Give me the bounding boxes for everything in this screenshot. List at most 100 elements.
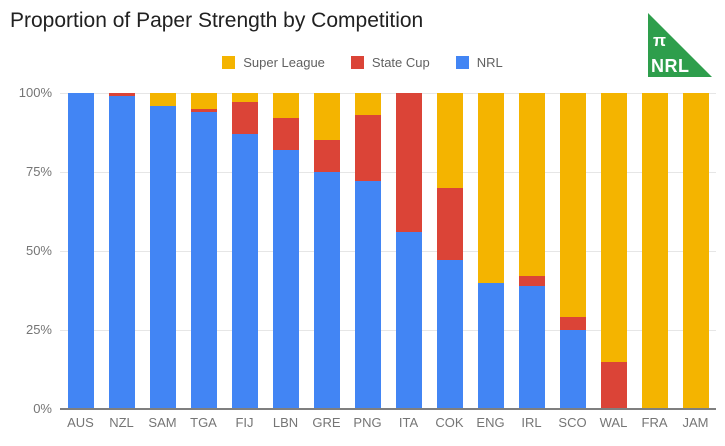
bar-slot-jam <box>675 93 716 409</box>
bar-segment-super-league[interactable] <box>518 93 545 277</box>
stacked-bar-nzl[interactable] <box>108 93 135 409</box>
x-axis-line <box>60 408 716 410</box>
bar-segment-state-cup[interactable] <box>518 276 545 286</box>
y-axis-tick-label: 75% <box>25 164 52 179</box>
bar-segment-super-league[interactable] <box>641 93 668 409</box>
stacked-bar-fra[interactable] <box>641 93 668 409</box>
bar-segment-state-cup[interactable] <box>190 108 217 112</box>
logo-nrl-text: NRL <box>651 56 690 76</box>
bar-segment-super-league[interactable] <box>436 93 463 188</box>
bar-segment-super-league[interactable] <box>354 93 381 116</box>
bar-slot-lbn <box>265 93 306 409</box>
x-axis-labels: AUS NZL SAM TGA FIJ LBN GRE PNG ITA COK ENG IRL SCO W… <box>60 415 716 433</box>
bar-segment-super-league[interactable] <box>149 93 176 106</box>
stacked-bar-fij[interactable] <box>231 93 258 409</box>
gridline <box>60 250 716 252</box>
x-axis-tick-label: ENG <box>476 415 505 430</box>
bar-segment-super-league[interactable] <box>231 93 258 103</box>
x-axis-tick-label: SAM <box>148 415 177 430</box>
bar-segment-state-cup[interactable] <box>600 361 627 409</box>
stacked-bar-jam[interactable] <box>682 93 709 409</box>
y-axis-tick-label: 100% <box>18 85 52 100</box>
bar-slot-nzl <box>101 93 142 409</box>
bar-segment-nrl[interactable] <box>149 105 176 409</box>
bar-segment-nrl[interactable] <box>436 260 463 409</box>
x-axis-tick-label: IRL <box>521 415 542 430</box>
bar-segment-nrl[interactable] <box>518 285 545 409</box>
bar-segment-super-league[interactable] <box>559 93 586 318</box>
bar-segment-nrl[interactable] <box>67 93 94 409</box>
bar-segment-state-cup[interactable] <box>108 93 135 97</box>
x-axis-tick-label: TGA <box>190 415 217 430</box>
stacked-bar-cok[interactable] <box>436 93 463 409</box>
bar-slot-wal <box>593 93 634 409</box>
bar-slot-png <box>347 93 388 409</box>
bar-segment-state-cup[interactable] <box>559 317 586 330</box>
x-axis-tick-label: COK <box>435 415 464 430</box>
bar-slot-aus <box>60 93 101 409</box>
bar-segment-super-league[interactable] <box>272 93 299 119</box>
bar-segment-state-cup[interactable] <box>272 118 299 150</box>
gridline <box>60 329 716 331</box>
legend-swatch-icon <box>455 55 469 69</box>
bar-slot-fij <box>224 93 265 409</box>
x-axis-tick-label: LBN <box>272 415 299 430</box>
bar-segment-nrl[interactable] <box>313 171 340 409</box>
x-axis-tick-label: GRE <box>312 415 341 430</box>
x-axis-tick-label: WAL <box>599 415 628 430</box>
y-axis-tick-label: 25% <box>25 322 52 337</box>
bar-segment-nrl[interactable] <box>395 232 422 409</box>
bar-segment-nrl[interactable] <box>108 96 135 409</box>
logo-triangle-icon: π NRL <box>648 13 712 77</box>
stacked-bar-gre[interactable] <box>313 93 340 409</box>
stacked-bar-tga[interactable] <box>190 93 217 409</box>
x-axis-tick-label: PNG <box>353 415 382 430</box>
bar-segment-state-cup[interactable] <box>395 93 422 233</box>
stacked-bar-sco[interactable] <box>559 93 586 409</box>
stacked-bar-lbn[interactable] <box>272 93 299 409</box>
bar-segment-super-league[interactable] <box>313 93 340 141</box>
bar-segment-nrl[interactable] <box>559 329 586 409</box>
y-axis-tick-label: 50% <box>25 243 52 258</box>
stacked-bar-sam[interactable] <box>149 93 176 409</box>
x-axis-tick-label: FIJ <box>235 415 254 430</box>
bar-slot-sco <box>552 93 593 409</box>
stacked-bar-png[interactable] <box>354 93 381 409</box>
stacked-bar-irl[interactable] <box>518 93 545 409</box>
stacked-bar-wal[interactable] <box>600 93 627 409</box>
bar-segment-state-cup[interactable] <box>313 140 340 172</box>
legend-item: Super League <box>222 55 325 70</box>
logo-pi-symbol: π <box>653 31 666 50</box>
legend: Super League State Cup NRL <box>0 53 725 71</box>
legend-label: NRL <box>476 54 503 70</box>
bar-segment-nrl[interactable] <box>354 181 381 409</box>
bar-segment-nrl[interactable] <box>477 282 504 409</box>
stacked-bar-ita[interactable] <box>395 93 422 409</box>
bar-segment-state-cup[interactable] <box>436 187 463 261</box>
x-axis-tick-label: FRA <box>641 415 668 430</box>
bar-slot-eng <box>470 93 511 409</box>
legend-label: Super League <box>243 54 325 70</box>
bar-segment-nrl[interactable] <box>231 134 258 409</box>
legend-swatch-icon <box>222 55 236 69</box>
bar-segment-super-league[interactable] <box>190 93 217 109</box>
x-axis-tick-label: NZL <box>109 415 134 430</box>
bar-segment-nrl[interactable] <box>272 149 299 409</box>
bar-segment-nrl[interactable] <box>190 111 217 409</box>
stacked-bar-eng[interactable] <box>477 93 504 409</box>
bar-slot-irl <box>511 93 552 409</box>
gridline <box>60 171 716 173</box>
bar-segment-super-league[interactable] <box>682 93 709 409</box>
bar-segment-state-cup[interactable] <box>354 115 381 182</box>
pi-nrl-logo: π NRL <box>648 13 712 77</box>
bar-slot-gre <box>306 93 347 409</box>
x-axis-tick-label: ITA <box>398 415 419 430</box>
bar-segment-state-cup[interactable] <box>231 102 258 135</box>
legend-item: NRL <box>455 54 503 70</box>
bar-segment-super-league[interactable] <box>477 93 504 283</box>
stacked-bar-aus[interactable] <box>67 93 94 409</box>
x-axis-tick-label: AUS <box>67 415 94 430</box>
x-axis-tick-label: JAM <box>682 415 709 430</box>
bar-segment-super-league[interactable] <box>600 93 627 362</box>
